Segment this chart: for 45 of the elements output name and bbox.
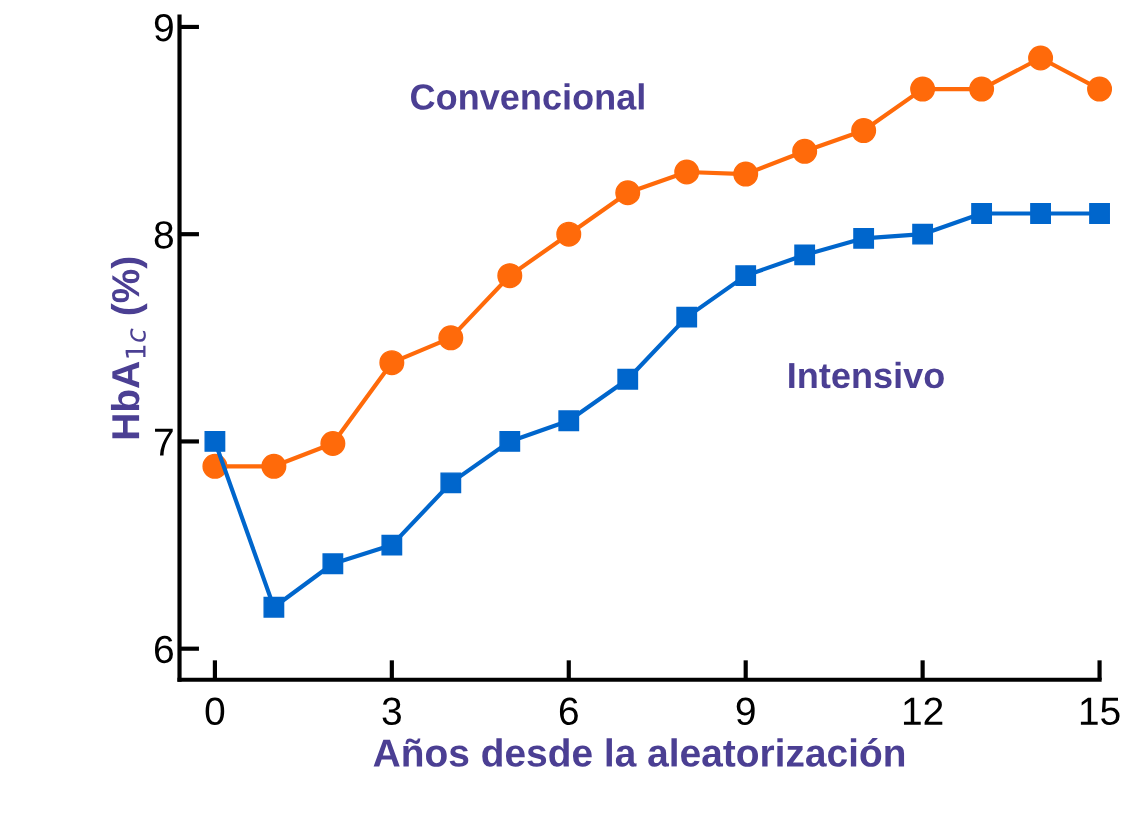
series-label: Convencional [411, 83, 644, 110]
point [204, 431, 226, 452]
point [381, 534, 403, 556]
point [438, 325, 464, 351]
point [853, 227, 875, 249]
point [733, 161, 759, 187]
point [910, 76, 936, 102]
y-axis-title: HbA$_{1c}$ (%) [110, 257, 148, 439]
point [969, 76, 995, 102]
point [792, 138, 818, 164]
point [851, 118, 877, 144]
point [1030, 203, 1052, 224]
point [440, 472, 462, 494]
y-tick-label: 8 [154, 221, 173, 249]
point [615, 180, 641, 206]
point [794, 244, 816, 266]
x-axis-title: Años desde la aleatorización [373, 737, 905, 767]
point [261, 453, 287, 479]
x-tick-label: 9 [736, 697, 755, 726]
x-tick-label: 3 [382, 697, 401, 726]
point [912, 223, 934, 245]
point [263, 596, 285, 618]
y-tick-label: 6 [155, 635, 173, 664]
point [735, 265, 757, 287]
point [379, 350, 405, 376]
point [322, 553, 344, 575]
x-tick-label: 15 [1080, 697, 1120, 726]
point [558, 410, 580, 432]
point [1087, 76, 1113, 102]
x-tick-label: 0 [205, 697, 225, 726]
point [556, 221, 582, 247]
point [320, 431, 346, 457]
x-tick-label: 12 [903, 697, 943, 725]
x-tick-label: 6 [559, 697, 578, 726]
point [617, 368, 639, 390]
y-tick-label: 7 [155, 428, 173, 456]
point [971, 203, 993, 224]
point [676, 306, 698, 328]
y-tick-label: 9 [154, 13, 173, 42]
text: Intensivo [789, 361, 944, 389]
point [674, 159, 700, 185]
point [499, 431, 521, 452]
point [497, 263, 523, 289]
point [1089, 203, 1110, 224]
point [1028, 45, 1054, 71]
